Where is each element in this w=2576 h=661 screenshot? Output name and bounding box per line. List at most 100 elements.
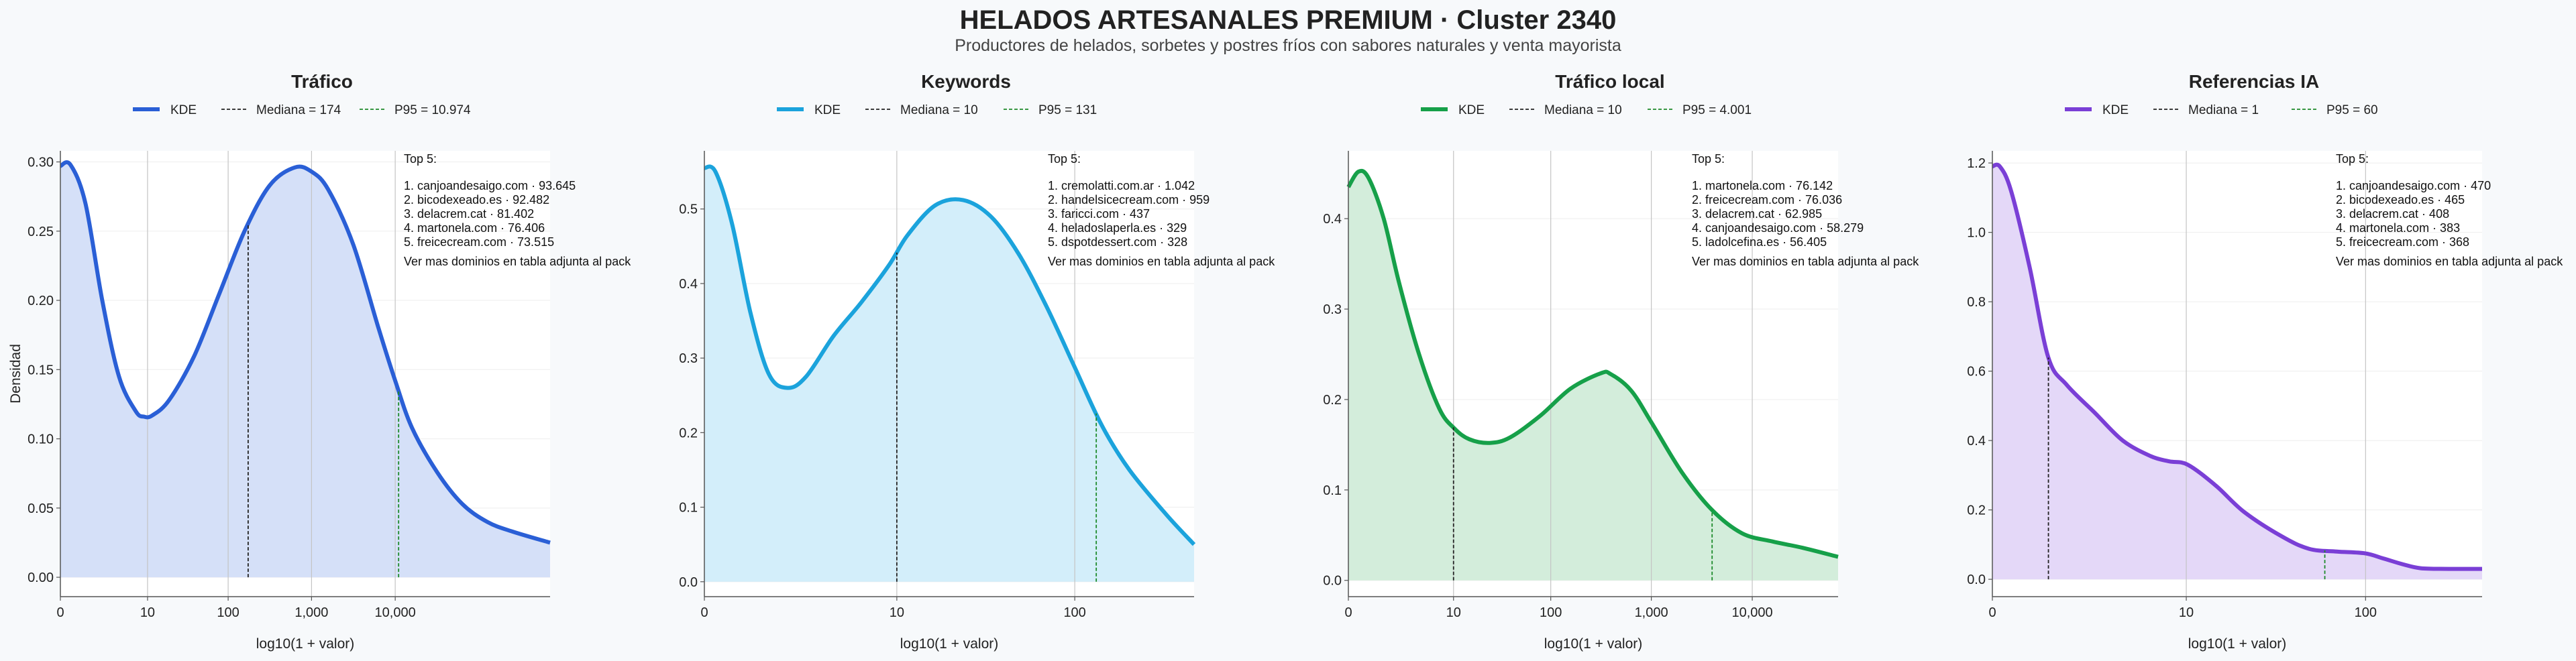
y-tick-label: 0.1 bbox=[1323, 483, 1342, 498]
top5-item: 4. canjoandesaigo.com · 58.279 bbox=[1692, 221, 1864, 235]
top5-item: 2. bicodexeado.es · 465 bbox=[2336, 193, 2465, 206]
y-tick-label: 0.2 bbox=[1323, 393, 1342, 408]
top5-title: Top 5: bbox=[2336, 152, 2369, 166]
x-tick-label: 10,000 bbox=[375, 605, 416, 620]
y-tick-label: 0.05 bbox=[28, 501, 54, 516]
y-tick-label: 0.5 bbox=[679, 202, 698, 217]
legend-median-label: Mediana = 10 bbox=[900, 103, 978, 117]
top5-item: 1. martonela.com · 76.142 bbox=[1692, 179, 1833, 192]
top5-item: 2. freicecream.com · 76.036 bbox=[1692, 193, 1842, 206]
kde-curve bbox=[1346, 168, 1839, 559]
top5-title: Top 5: bbox=[1048, 152, 1081, 166]
kde-curve bbox=[1992, 162, 2483, 571]
legend-kde-label: KDE bbox=[170, 103, 197, 117]
y-tick-label: 0.3 bbox=[1323, 302, 1342, 317]
panel-title: Referencias IA bbox=[2188, 71, 2320, 92]
top5-title: Top 5: bbox=[404, 152, 437, 166]
y-tick-label: 0.20 bbox=[28, 294, 54, 308]
legend-kde-label: KDE bbox=[2102, 103, 2129, 117]
x-axis-title: log10(1 + valor) bbox=[1544, 636, 1643, 652]
y-tick-label: 0.3 bbox=[679, 351, 698, 366]
y-tick-label: 0.00 bbox=[28, 570, 54, 585]
y-tick-label: 0.0 bbox=[1323, 574, 1342, 589]
x-tick-label: 0 bbox=[1988, 605, 1996, 620]
y-tick-label: 0.10 bbox=[28, 432, 54, 447]
kde-curve bbox=[704, 164, 1196, 546]
top5-title: Top 5: bbox=[1692, 152, 1725, 166]
kde-area bbox=[704, 166, 1194, 582]
top5-item: 3. faricci.com · 437 bbox=[1048, 207, 1150, 221]
top5-item: 5. freicecream.com · 368 bbox=[2336, 235, 2469, 249]
x-tick-label: 1,000 bbox=[1635, 605, 1668, 620]
top5-footnote: Ver mas dominios en tabla adjunta al pac… bbox=[404, 255, 631, 268]
x-tick-label: 10,000 bbox=[1731, 605, 1772, 620]
x-tick-label: 0 bbox=[1344, 605, 1352, 620]
x-tick-label: 1,000 bbox=[294, 605, 328, 620]
x-tick-label: 10 bbox=[890, 605, 904, 620]
legend-median-label: Mediana = 174 bbox=[256, 103, 341, 117]
top5-item: 3. delacrem.cat · 408 bbox=[2336, 207, 2449, 221]
density-chart-trafico-local: KDE Mediana = 10 P95 = 4.001 0.0 0.1 0.2 0.3 0.… bbox=[1323, 103, 1919, 652]
density-chart-trafico: KDE Mediana = 174 P95 = 10.974 0.00 0.05 0.10… bbox=[8, 103, 631, 652]
legend-p95-label: P95 = 60 bbox=[2326, 103, 2378, 117]
x-tick-label: 10 bbox=[140, 605, 155, 620]
y-tick-label: 0.15 bbox=[28, 363, 54, 377]
y-tick-label: 0.4 bbox=[679, 277, 698, 292]
top5-item: 5. freicecream.com · 73.515 bbox=[404, 235, 554, 249]
top5-footnote: Ver mas dominios en tabla adjunta al pac… bbox=[1048, 255, 1275, 268]
y-tick-label: 0.4 bbox=[1323, 212, 1342, 227]
x-tick-label: 100 bbox=[1063, 605, 1085, 620]
top5-footnote: Ver mas dominios en tabla adjunta al pac… bbox=[2336, 255, 2563, 268]
top5-item: 1. cremolatti.com.ar · 1.042 bbox=[1048, 179, 1195, 192]
top5-item: 2. bicodexeado.es · 92.482 bbox=[404, 193, 549, 206]
top5-item: 3. delacrem.cat · 81.402 bbox=[404, 207, 534, 221]
x-axis-title: log10(1 + valor) bbox=[256, 636, 355, 652]
legend-kde-label: KDE bbox=[1458, 103, 1485, 117]
y-tick-label: 0.30 bbox=[28, 156, 54, 170]
x-axis-title: log10(1 + valor) bbox=[2188, 636, 2287, 652]
density-chart-referencias-ia: KDE Mediana = 1 P95 = 60 0.0 0.2 0.4 0.6 0.8 1.0… bbox=[1967, 103, 2563, 652]
y-tick-label: 0.0 bbox=[1967, 573, 1986, 587]
y-tick-label: 0.25 bbox=[28, 225, 54, 239]
panel-title: Tráfico bbox=[291, 71, 353, 92]
x-axis-title: log10(1 + valor) bbox=[900, 636, 999, 652]
kde-area bbox=[60, 162, 550, 578]
top5-item: 1. canjoandesaigo.com · 93.645 bbox=[404, 179, 576, 192]
x-tick-label: 0 bbox=[700, 605, 708, 620]
x-tick-label: 100 bbox=[2355, 605, 2377, 620]
panel-trafico: Tráfico KDE Mediana = 174 P95 = 10.974 0.00… bbox=[0, 0, 644, 661]
x-tick-label: 10 bbox=[1446, 605, 1461, 620]
legend-p95-label: P95 = 4.001 bbox=[1682, 103, 1752, 117]
panel-title: Tráfico local bbox=[1555, 71, 1665, 92]
top5-item: 4. martonela.com · 383 bbox=[2336, 221, 2460, 235]
y-tick-label: 0.0 bbox=[679, 575, 698, 590]
panel-title: Keywords bbox=[921, 71, 1011, 92]
y-tick-label: 1.0 bbox=[1967, 226, 1986, 241]
y-axis-title: Densidad bbox=[8, 344, 23, 404]
top5-footnote: Ver mas dominios en tabla adjunta al pac… bbox=[1692, 255, 1919, 268]
panel-referencias-ia: Referencias IA KDE Mediana = 1 P95 = 60 0.0… bbox=[1932, 0, 2576, 661]
kde-area bbox=[1348, 170, 1838, 581]
y-tick-label: 0.1 bbox=[679, 501, 698, 516]
y-tick-label: 1.2 bbox=[1967, 156, 1986, 171]
y-tick-label: 0.4 bbox=[1967, 434, 1986, 448]
legend-p95-label: P95 = 10.974 bbox=[394, 103, 471, 117]
figure-subtitle: Productores de helados, sorbetes y postr… bbox=[955, 36, 1621, 55]
top5-item: 4. heladoslaperla.es · 329 bbox=[1048, 221, 1187, 235]
top5-item: 2. handelsicecream.com · 959 bbox=[1048, 193, 1210, 206]
top5-item: 5. ladolcefina.es · 56.405 bbox=[1692, 235, 1827, 249]
y-tick-label: 0.8 bbox=[1967, 295, 1986, 310]
y-tick-label: 0.2 bbox=[1967, 503, 1986, 518]
figure-title: HELADOS ARTESANALES PREMIUM · Cluster 23… bbox=[959, 5, 1617, 35]
x-tick-label: 10 bbox=[2179, 605, 2194, 620]
top5-item: 5. dspotdessert.com · 328 bbox=[1048, 235, 1187, 249]
panel-trafico-local: Tráfico local KDE Mediana = 10 P95 = 4.001… bbox=[1288, 0, 1932, 661]
top5-item: 4. martonela.com · 76.406 bbox=[404, 221, 545, 235]
top5-item: 3. delacrem.cat · 62.985 bbox=[1692, 207, 1822, 221]
legend-median-label: Mediana = 10 bbox=[1544, 103, 1622, 117]
kde-area bbox=[1992, 164, 2482, 580]
x-tick-label: 100 bbox=[217, 605, 239, 620]
legend-p95-label: P95 = 131 bbox=[1038, 103, 1097, 117]
panel-keywords: Keywords KDE Mediana = 10 P95 = 131 0.0 0.1 0… bbox=[644, 0, 1288, 661]
y-tick-label: 0.6 bbox=[1967, 365, 1986, 379]
